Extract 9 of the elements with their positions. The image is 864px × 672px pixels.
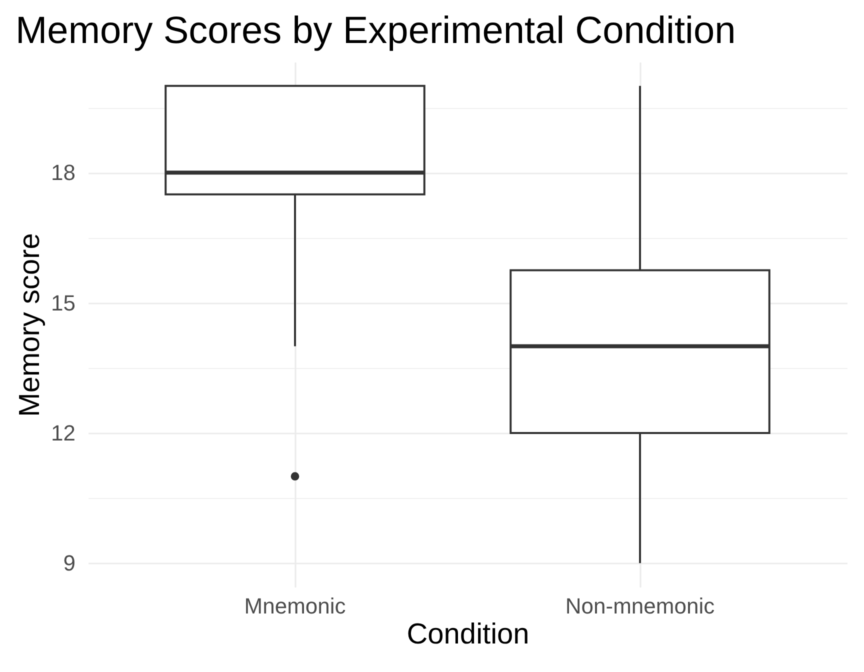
y-tick-label: 18 xyxy=(51,160,76,186)
y-axis-title: Memory score xyxy=(14,233,46,417)
x-axis-title: Condition xyxy=(406,618,530,650)
y-tick-label: 12 xyxy=(51,420,76,446)
chart-title: Memory Scores by Experimental Condition xyxy=(16,10,736,52)
y-tick-label: 15 xyxy=(51,290,76,316)
x-tick-label: Mnemonic xyxy=(244,594,346,618)
y-tick-label: 9 xyxy=(63,550,76,576)
x-tick-label: Non-mnemonic xyxy=(565,594,715,618)
